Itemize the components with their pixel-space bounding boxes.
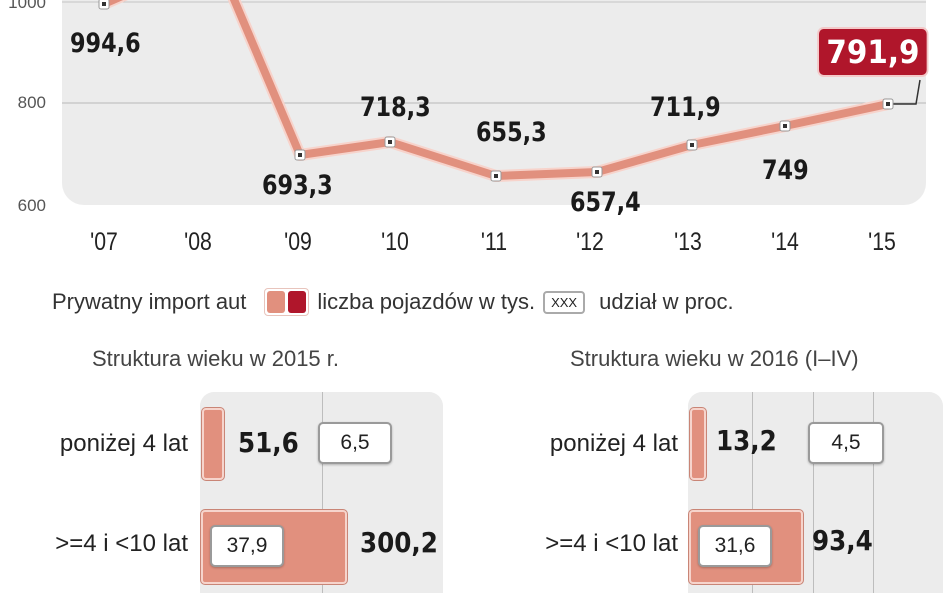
x-tick-2007: '07	[90, 228, 118, 256]
age-2016-category-1: >=4 i <10 lat	[545, 530, 678, 557]
age-2016-gridline-2	[813, 392, 814, 593]
age-2015-category-1: >=4 i <10 lat	[55, 530, 188, 557]
age-2015-title: Struktura wieku w 2015 r.	[92, 346, 340, 371]
age-2015-pct-0: 6,5	[318, 422, 392, 464]
legend: Prywatny import aut liczba pojazdów w ty…	[52, 288, 734, 316]
highlight-value-2015: 791,9	[819, 29, 927, 75]
age-2016-pct-1: 31,6	[698, 525, 772, 567]
x-tick-2009: '09	[284, 228, 312, 256]
age-2016-bar-0	[690, 408, 706, 480]
legend-swatch-dark	[288, 291, 307, 313]
legend-pct-box: XXX	[543, 290, 586, 314]
legend-count-label: liczba pojazdów w tys.	[317, 289, 536, 314]
legend-pct-label: udział w proc.	[599, 289, 734, 314]
legend-swatch-light	[267, 291, 286, 313]
y-tick-600: 600	[17, 196, 46, 215]
age-2015-count-0: 51,6	[238, 426, 299, 459]
data-point-markers	[98, 0, 894, 182]
line-chart-plot	[62, 0, 926, 182]
x-tick-2014: '14	[771, 228, 799, 256]
age-2016-category-0: poniżej 4 lat	[549, 430, 678, 457]
highlight-leader-line	[888, 79, 921, 105]
age-2016-gridline-1	[752, 392, 753, 593]
age-2016-count-0: 13,2	[716, 424, 777, 457]
legend-swatch	[264, 288, 310, 316]
age-2015-category-0: poniżej 4 lat	[59, 430, 188, 457]
age-2015-pct-1: 37,9	[210, 525, 284, 567]
x-tick-2012: '12	[576, 228, 604, 256]
import-line	[102, 0, 890, 182]
x-tick-2008: '08	[184, 228, 212, 256]
x-tick-2011: '11	[480, 228, 508, 256]
y-tick-800: 800	[17, 93, 46, 112]
age-2016-count-1: 93,4	[812, 524, 873, 557]
value-label-2013: 711,9	[650, 92, 721, 123]
age-2015-bar-0	[202, 408, 224, 480]
value-label-2009: 693,3	[262, 170, 333, 201]
value-label-2007: 994,6	[70, 28, 141, 59]
x-tick-2010: '10	[381, 228, 409, 256]
age-2015-count-1: 300,2	[360, 526, 438, 559]
age-2015-gridline	[322, 392, 323, 593]
x-tick-2015: '15	[868, 228, 896, 256]
age-2016-title: Struktura wieku w 2016 (I–IV)	[570, 346, 859, 371]
import-line-core	[102, 0, 889, 180]
age-2016-pct-0: 4,5	[808, 422, 884, 464]
value-label-2010: 718,3	[360, 92, 431, 123]
value-label-2012: 657,4	[570, 187, 641, 218]
value-label-2011: 655,3	[476, 117, 547, 148]
age-2016-gridline-3	[873, 392, 874, 593]
y-tick-1000: 1000	[8, 0, 46, 12]
value-label-2014: 749	[762, 155, 809, 186]
x-tick-2013: '13	[674, 228, 702, 256]
legend-series-label: Prywatny import aut	[52, 289, 247, 314]
